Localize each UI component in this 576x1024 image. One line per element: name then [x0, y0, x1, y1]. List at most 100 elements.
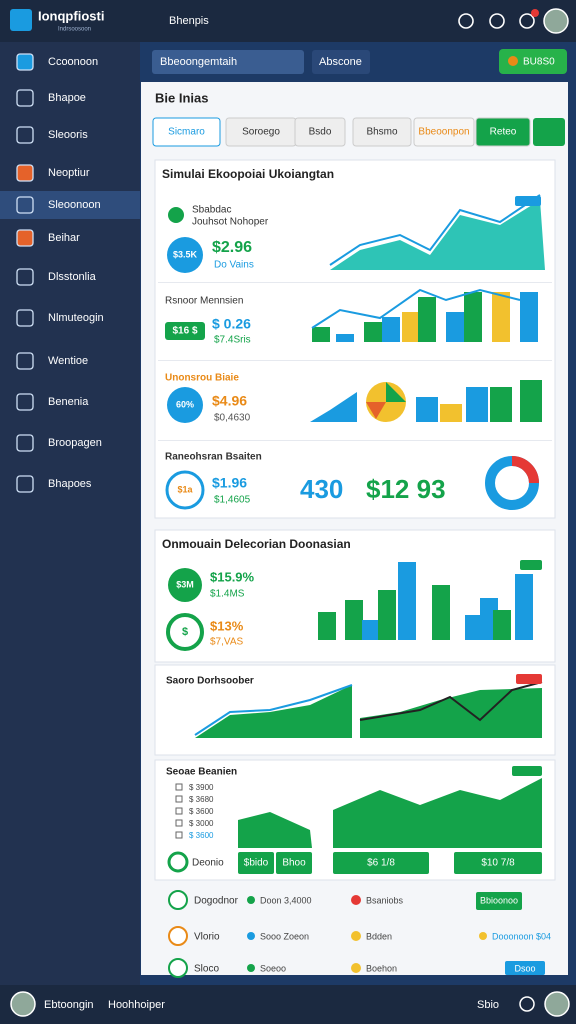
filter-text[interactable]: Sicmaro [168, 127, 205, 138]
label: Vlorio [194, 932, 220, 943]
logo: Ionqpfiosti [38, 8, 104, 23]
legend-item: $ 3680 [189, 795, 214, 804]
filter-text[interactable]: Reteo [490, 127, 517, 138]
button-icon [508, 56, 518, 66]
legend-icon [175, 831, 183, 839]
nav-icon [16, 53, 34, 71]
legend-icon [175, 807, 183, 815]
filter-button[interactable] [352, 117, 412, 147]
toolbar-icon[interactable] [489, 13, 505, 29]
nav-item[interactable]: Bhapoe [48, 92, 86, 104]
nav-item[interactable]: Sleooris [48, 129, 88, 141]
logo-icon [10, 9, 32, 31]
label[interactable]: $10 7/8 [481, 858, 515, 869]
card-title: Simulai Ekoopoiai Ukoiangtan [162, 167, 334, 181]
select[interactable] [152, 50, 304, 74]
panel-title: Bie Inias [155, 90, 208, 105]
sidebar [0, 42, 140, 985]
filter-button[interactable] [475, 117, 531, 147]
card [154, 159, 556, 519]
divider [158, 282, 552, 283]
label: Sbio [477, 999, 499, 1011]
label[interactable]: Bhoo [282, 858, 306, 869]
toolbar-icon[interactable] [519, 13, 535, 29]
button[interactable] [333, 852, 429, 874]
divider [158, 440, 552, 441]
chart-area [195, 685, 352, 738]
button[interactable] [276, 852, 312, 874]
nav-item[interactable]: Wentioe [48, 355, 88, 367]
avatar[interactable] [543, 8, 569, 34]
filter-button[interactable] [294, 117, 346, 147]
nav-item[interactable]: Beihar [48, 232, 80, 244]
avatar [10, 991, 36, 1017]
bar [520, 292, 538, 342]
footer [0, 985, 576, 1024]
label[interactable]: $6 1/8 [367, 858, 395, 869]
label: 60% [176, 399, 194, 409]
icon [167, 851, 189, 873]
active-item [0, 191, 140, 219]
button [476, 892, 522, 910]
nav-icon [16, 475, 34, 493]
label: Dsoo [514, 963, 535, 973]
label: Ebtoongin [44, 999, 94, 1011]
label: Doon 3,4000 [260, 895, 312, 905]
bar [382, 317, 400, 342]
label: Hoohhoiper [108, 999, 165, 1011]
dot [351, 931, 361, 941]
notification-dot [531, 9, 539, 17]
action-button[interactable] [499, 49, 567, 74]
filter-icon-button[interactable] [533, 118, 565, 146]
filter-text[interactable]: Bhsmo [366, 127, 398, 138]
row-icon [168, 890, 188, 910]
filter-text[interactable]: Bbeoonpon [418, 127, 469, 138]
row-icon [168, 926, 188, 946]
bar [432, 585, 450, 640]
filter-text[interactable]: Bsdo [309, 127, 332, 138]
nav-item[interactable]: Ccoonoon [48, 56, 98, 68]
icon[interactable] [519, 996, 535, 1012]
filter-text[interactable]: Soroego [242, 127, 280, 138]
dot [351, 963, 361, 973]
legend-icon [175, 795, 183, 803]
bar [364, 322, 382, 342]
label: Jouhsot Nohoper [192, 217, 269, 228]
filter-button[interactable] [152, 117, 221, 147]
menu[interactable]: Bhenpis [169, 15, 209, 27]
nav-item[interactable]: Nlmuteogin [48, 312, 104, 324]
chart-area [333, 778, 542, 848]
bar [418, 297, 436, 342]
nav-item[interactable]: Sleoonoon [48, 199, 101, 211]
select-text: Bbeoongemtaih [160, 56, 237, 68]
filter-button[interactable] [413, 117, 475, 147]
donut-segment [511, 456, 539, 484]
label: $1a [177, 484, 193, 494]
label: $ [182, 626, 188, 638]
chart-area [310, 392, 357, 422]
nav-icon [16, 393, 34, 411]
nav-item[interactable]: Neoptiur [48, 167, 90, 179]
bar [466, 387, 488, 422]
nav-item[interactable]: Broopagen [48, 437, 102, 449]
bar [465, 615, 483, 640]
label[interactable]: $bido [244, 858, 269, 869]
legend-item: $ 3600 [189, 807, 214, 816]
nav-item[interactable]: Dlsstonlia [48, 271, 97, 283]
button[interactable] [238, 852, 274, 874]
bar [446, 312, 464, 342]
bar [490, 387, 512, 422]
toolbar-icon[interactable] [458, 13, 474, 29]
label: $16 $ [172, 326, 197, 337]
button[interactable] [454, 852, 542, 874]
bar [336, 334, 354, 342]
value: $ 0.26 [212, 316, 251, 332]
nav-icon [16, 352, 34, 370]
badge [167, 237, 203, 273]
nav-item[interactable]: Benenia [48, 396, 89, 408]
label: Sooo Zoeon [260, 931, 309, 941]
nav-item[interactable]: Bhapoes [48, 478, 92, 490]
label: Dogodnor [194, 896, 239, 907]
button-text: BU8S0 [523, 57, 555, 68]
